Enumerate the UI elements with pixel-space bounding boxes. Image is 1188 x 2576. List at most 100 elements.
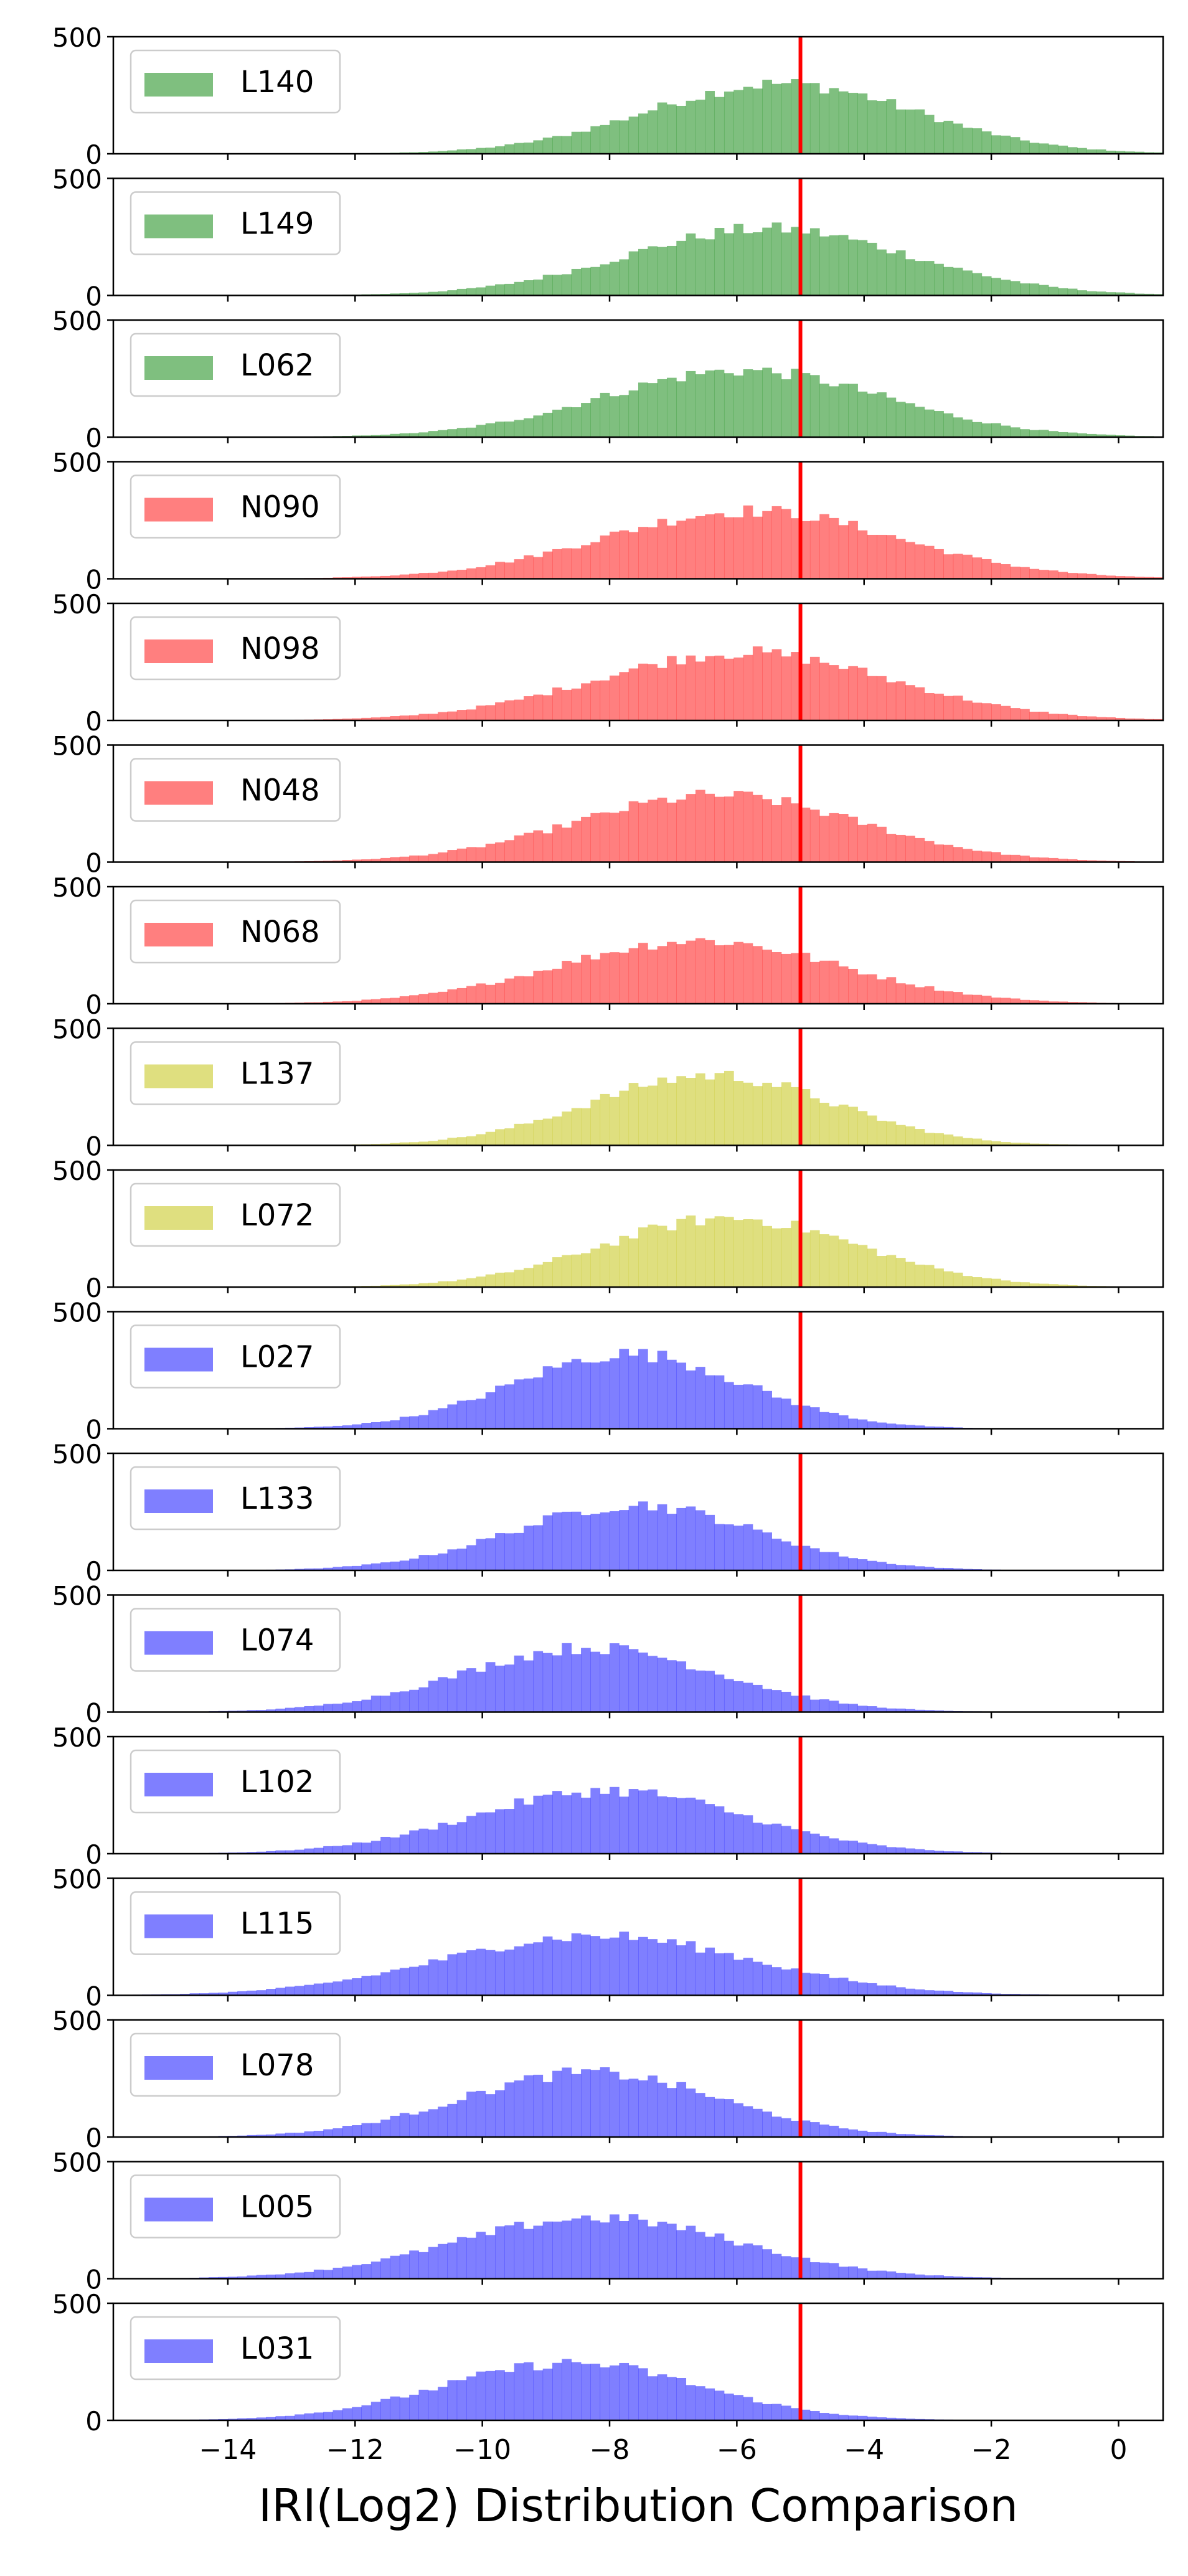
- histogram-bar: [915, 407, 925, 437]
- histogram-bar: [562, 1941, 572, 1995]
- histogram-bar: [486, 2235, 496, 2278]
- x-tick-label: −2: [971, 2434, 1012, 2466]
- histogram-bar: [877, 827, 887, 862]
- histogram-bar: [638, 2368, 648, 2420]
- y-tick-label: 500: [52, 306, 102, 336]
- histogram-bar: [934, 1133, 944, 1146]
- histogram-bar: [486, 844, 496, 862]
- histogram-bar: [476, 2232, 486, 2278]
- histogram-bar: [1039, 143, 1049, 154]
- histogram-bar: [600, 1094, 610, 1146]
- histogram-bar: [887, 1564, 897, 1570]
- histogram-bar: [781, 1228, 791, 1287]
- histogram-bar: [762, 950, 772, 1004]
- histogram-bar: [676, 106, 686, 154]
- histogram-bar: [724, 1524, 734, 1570]
- histogram-bar: [848, 969, 858, 1004]
- histogram-bar: [705, 1080, 715, 1146]
- histogram-bar: [533, 1377, 543, 1428]
- histogram-bar: [963, 270, 973, 295]
- histogram-bar: [858, 1842, 868, 1854]
- histogram-bar: [428, 1681, 438, 1712]
- histogram-bar: [819, 237, 829, 296]
- histogram-bar: [333, 2410, 343, 2420]
- histogram-bar: [724, 2241, 734, 2279]
- histogram-bar: [495, 2226, 505, 2278]
- histogram-bar: [418, 714, 428, 720]
- histogram-bar: [810, 1098, 820, 1146]
- histogram-bar: [781, 1082, 791, 1145]
- histogram-bar: [380, 1562, 390, 1570]
- legend-label: L074: [240, 1623, 314, 1658]
- histogram-bar: [1058, 288, 1068, 296]
- histogram-bar: [390, 1838, 400, 1854]
- histogram-bar: [1049, 431, 1058, 437]
- histogram-bar: [619, 259, 629, 295]
- histogram-bar: [581, 1648, 591, 1712]
- histogram-bar: [457, 1137, 467, 1145]
- histogram-bar: [438, 1281, 448, 1287]
- histogram-bar: [676, 1661, 686, 1712]
- histogram-bar: [733, 942, 743, 1004]
- histogram-bar: [991, 704, 1001, 720]
- histogram-bar: [695, 238, 705, 296]
- histogram-bar: [658, 1226, 667, 1287]
- histogram-bar: [867, 1844, 877, 1854]
- histogram-bar: [514, 1798, 524, 1854]
- histogram-bar: [447, 1281, 457, 1287]
- histogram-bar: [991, 278, 1001, 295]
- histogram-bar: [915, 110, 925, 154]
- histogram-bar: [543, 2082, 553, 2137]
- histogram-bar: [648, 1511, 658, 1570]
- histogram-bar: [572, 1654, 582, 1712]
- histogram-bar: [819, 1974, 829, 1996]
- histogram-bar: [810, 1548, 820, 1570]
- histogram-bar: [266, 1989, 276, 1995]
- histogram-bar: [438, 1960, 448, 1995]
- histogram-bar: [495, 1951, 505, 1996]
- histogram-bar: [323, 2130, 333, 2137]
- histogram-bar: [658, 1658, 667, 1712]
- histogram-bar: [524, 1944, 534, 1996]
- histogram-bar: [600, 1512, 610, 1570]
- histogram-bar: [733, 791, 743, 862]
- histogram-bar: [991, 563, 1001, 579]
- histogram-bar: [819, 1234, 829, 1287]
- histogram-bar: [762, 2249, 772, 2278]
- histogram-bar: [781, 1970, 791, 1996]
- histogram-bar: [648, 527, 658, 579]
- histogram-bar: [619, 1091, 629, 1146]
- histogram-bar: [495, 1533, 505, 1570]
- histogram-bar: [877, 676, 887, 720]
- histogram-bar: [543, 1937, 553, 1996]
- histogram-bar: [562, 1111, 572, 1145]
- histogram-bar: [400, 857, 410, 862]
- legend-swatch: [144, 923, 213, 946]
- histogram-bar: [963, 128, 973, 154]
- histogram-bar: [715, 1524, 725, 1570]
- histogram-bar: [705, 1375, 715, 1429]
- histogram-bar: [1001, 564, 1011, 578]
- histogram-bar: [1020, 429, 1030, 437]
- histogram-bar: [953, 696, 963, 720]
- histogram-bar: [295, 1986, 304, 1995]
- histogram-bar: [476, 1276, 486, 1287]
- histogram-bar: [610, 1246, 620, 1287]
- histogram-bar: [1068, 289, 1078, 296]
- histogram-bar: [934, 844, 944, 862]
- histogram-bar: [829, 2263, 839, 2278]
- y-tick-label: 500: [52, 22, 102, 53]
- histogram-bar: [380, 2120, 390, 2137]
- histogram-bar: [887, 834, 897, 862]
- histogram-bar: [867, 824, 877, 862]
- histogram-bar: [581, 683, 591, 720]
- histogram-bar: [772, 649, 782, 720]
- histogram-bar: [934, 1268, 944, 1287]
- histogram-bar: [543, 1653, 553, 1712]
- histogram-bar: [781, 2256, 791, 2278]
- histogram-bar: [371, 1422, 381, 1429]
